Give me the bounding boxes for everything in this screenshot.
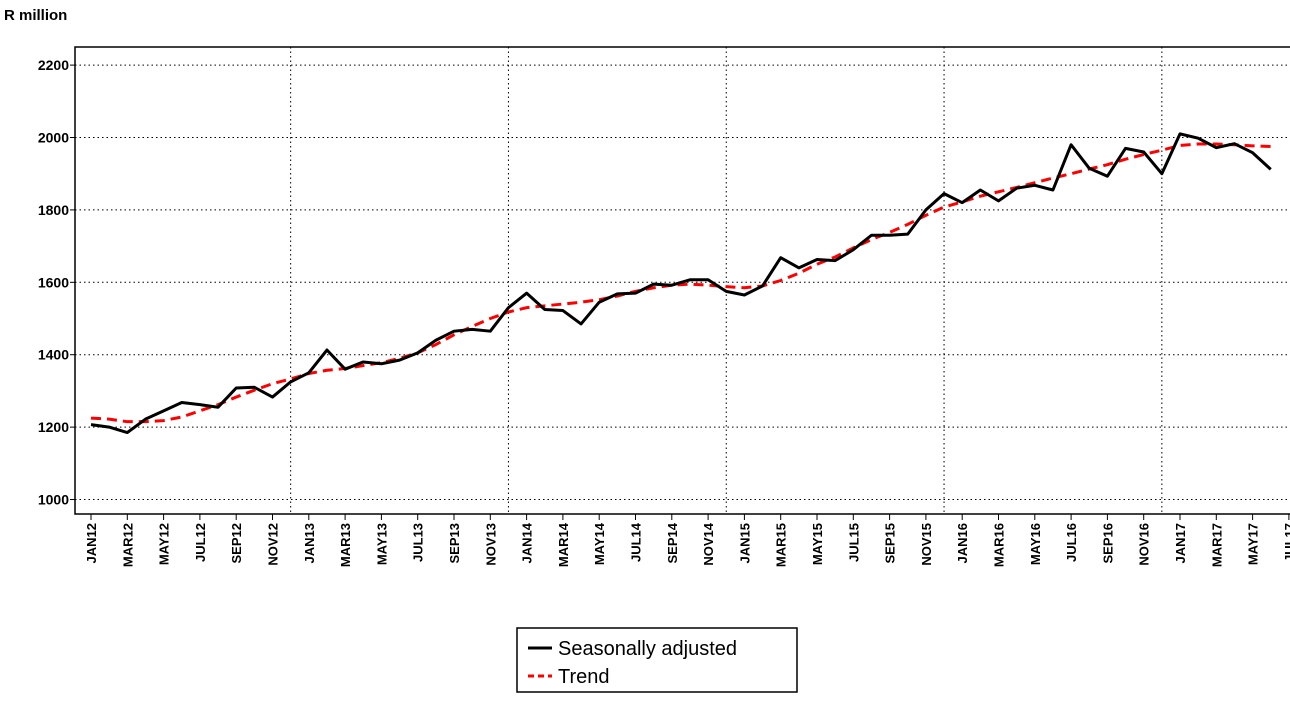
x-tick-label: MAY16 — [1028, 523, 1043, 565]
x-tick-label: JAN16 — [955, 523, 970, 563]
x-tick-label: SEP15 — [883, 523, 898, 563]
x-tick-label: JAN15 — [737, 523, 752, 563]
x-tick-label: JAN14 — [520, 522, 535, 563]
x-tick-label: JUL15 — [846, 523, 861, 562]
x-tick-label: MAY15 — [810, 523, 825, 565]
x-tick-label: JAN13 — [302, 523, 317, 563]
y-tick-label: 1000 — [38, 492, 69, 508]
x-tick-label: JUL12 — [193, 523, 208, 562]
plot-frame — [74, 46, 1290, 515]
x-tick-label: SEP13 — [447, 523, 462, 563]
y-tick-label: 2000 — [38, 130, 69, 146]
x-tick-label: NOV12 — [266, 523, 281, 566]
x-tick-label: SEP12 — [229, 523, 244, 563]
x-tick-label: NOV16 — [1137, 523, 1152, 566]
x-tick-label: NOV14 — [701, 522, 716, 565]
legend-box — [516, 627, 798, 693]
x-tick-label: MAR17 — [1209, 523, 1224, 567]
y-tick-label: 1400 — [38, 347, 69, 363]
x-tick-label: MAR15 — [774, 523, 789, 567]
x-tick-label: JUL17 — [1282, 523, 1290, 562]
x-tick-label: MAY14 — [592, 522, 607, 565]
x-tick-label: JAN17 — [1173, 523, 1188, 563]
x-tick-label: MAR16 — [992, 523, 1007, 567]
x-tick-label: MAY12 — [157, 523, 172, 565]
series-line — [90, 132, 1272, 435]
x-tick-label: MAR12 — [120, 523, 135, 567]
x-tick-label: JUL14 — [629, 522, 644, 562]
x-tick-label: JUL13 — [411, 523, 426, 562]
chart-title: R million — [4, 7, 67, 24]
x-tick-label: JUL16 — [1064, 523, 1079, 562]
x-tick-label: MAY13 — [374, 523, 389, 565]
y-tick-label: 2200 — [38, 57, 69, 73]
y-tick-label: 1600 — [38, 274, 69, 290]
x-tick-label: NOV15 — [919, 523, 934, 566]
series-line — [90, 142, 1271, 424]
x-tick-label: SEP16 — [1100, 523, 1115, 563]
x-tick-label: MAY17 — [1246, 523, 1261, 565]
y-tick-label: 1800 — [38, 202, 69, 218]
x-tick-label: MAR14 — [556, 522, 571, 567]
legend-label: Seasonally adjusted — [558, 638, 737, 660]
legend-label: Trend — [558, 666, 610, 688]
x-tick-label: NOV13 — [483, 523, 498, 566]
y-tick-label: 1200 — [38, 419, 69, 435]
x-tick-label: SEP14 — [665, 522, 680, 563]
x-tick-label: MAR13 — [338, 523, 353, 567]
x-tick-label: JAN12 — [84, 523, 99, 563]
